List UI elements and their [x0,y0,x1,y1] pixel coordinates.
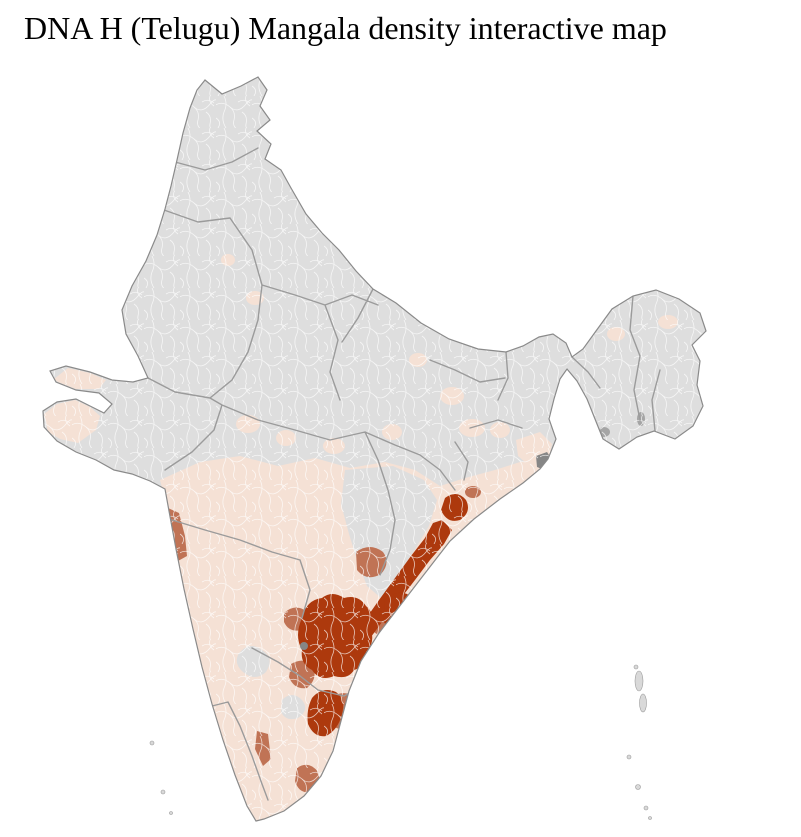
island[interactable] [639,693,647,713]
island[interactable] [643,805,649,811]
island[interactable] [635,784,641,790]
island[interactable] [633,664,639,670]
island[interactable] [634,670,644,692]
island[interactable] [169,811,173,815]
state-borders [147,147,661,801]
district-boundaries-texture [43,77,706,821]
density-patch-low[interactable] [580,310,604,326]
island[interactable] [626,754,632,760]
andaman-nicobar-islands[interactable] [626,664,652,820]
lakshadweep-islands[interactable] [149,740,173,815]
island[interactable] [648,816,652,820]
island[interactable] [160,789,166,795]
page-title: DNA H (Telugu) Mangala density interacti… [24,10,667,46]
island[interactable] [149,740,155,746]
